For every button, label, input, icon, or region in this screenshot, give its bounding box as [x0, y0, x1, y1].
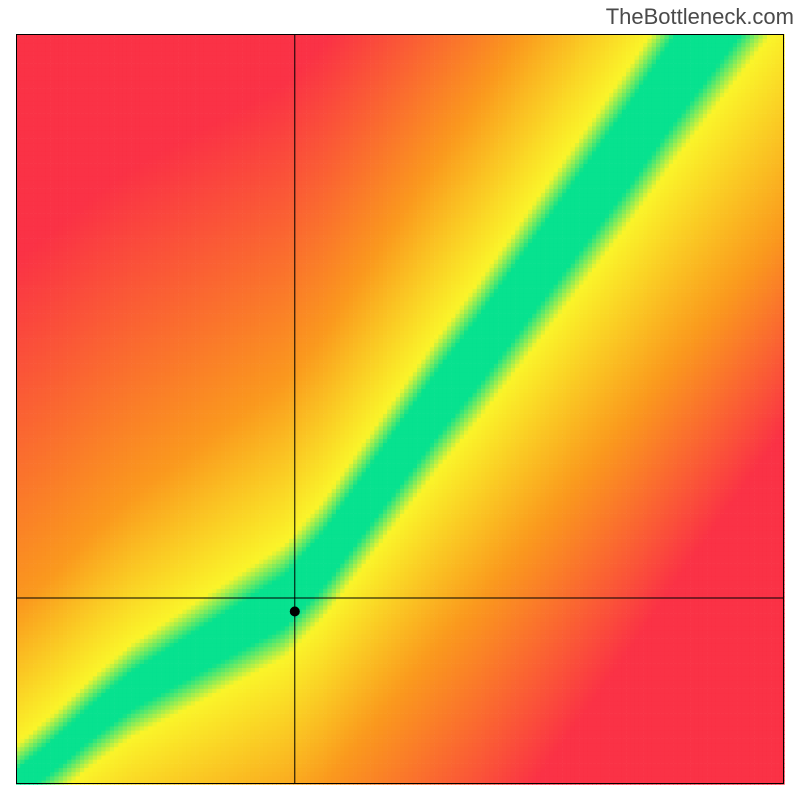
watermark-text: TheBottleneck.com — [606, 4, 794, 30]
bottleneck-heatmap — [0, 0, 800, 800]
